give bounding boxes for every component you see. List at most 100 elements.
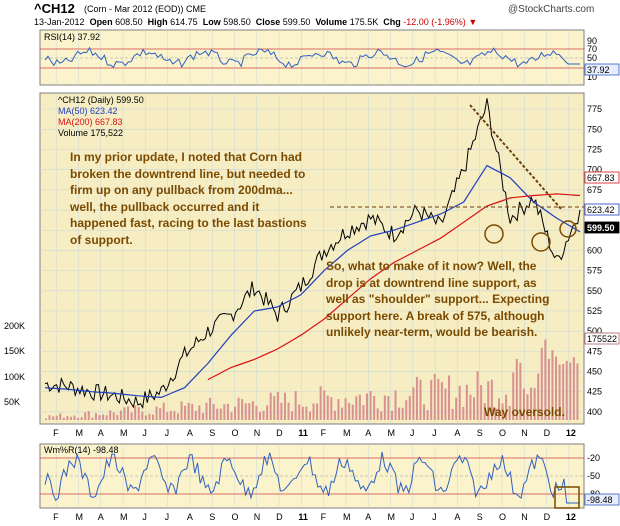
volume-bar: [405, 400, 408, 420]
x-tick-label: A: [187, 428, 193, 438]
x-tick-label-bottom: J: [165, 512, 170, 522]
x-tick-label: J: [432, 428, 437, 438]
close-value-box: [584, 221, 620, 234]
volume-bar: [415, 376, 418, 420]
x-tick-label: 12: [566, 428, 576, 438]
volume-bar: [437, 378, 440, 420]
x-tick-label: M: [75, 428, 83, 438]
x-tick-label-bottom: J: [142, 512, 147, 522]
volume-bar: [308, 411, 311, 420]
volume-bar: [119, 410, 122, 420]
legend-ma50: MA(50) 623.42: [58, 106, 118, 116]
wmr-value-text: -98.48: [587, 495, 613, 505]
volume-bar: [537, 373, 540, 420]
volume-bar: [137, 407, 140, 420]
volume-bar: [159, 408, 162, 420]
volume-bar: [305, 406, 308, 420]
rsi-tick-label: 10: [587, 72, 597, 82]
volume-bar: [77, 417, 80, 420]
volume-bar: [390, 410, 393, 420]
x-tick-label-bottom: J: [432, 512, 437, 522]
series-line-1: [44, 164, 581, 399]
x-tick-label-bottom: F: [321, 512, 327, 522]
brand-logo: @StockCharts.com: [508, 4, 595, 15]
x-tick-label-bottom: S: [477, 512, 483, 522]
rsi-tick-label: 70: [587, 44, 597, 54]
x-tick-label: J: [410, 428, 415, 438]
volume-bar: [219, 408, 222, 420]
volume-bar: [69, 416, 72, 420]
x-tick-label: M: [343, 428, 351, 438]
volume-bar: [512, 372, 515, 420]
volume-bar: [526, 394, 529, 420]
volume-bar: [173, 411, 176, 420]
x-tick-label-bottom: A: [365, 512, 371, 522]
volume-bar: [497, 398, 500, 420]
volume-bar: [316, 403, 319, 420]
ma200-value-box: [584, 171, 620, 184]
volume-value-box: [584, 332, 620, 345]
volume-bar: [547, 358, 550, 420]
volume-bar: [433, 373, 436, 420]
x-tick-label: S: [477, 428, 483, 438]
x-tick-label: N: [254, 428, 260, 438]
volume-bar: [430, 379, 433, 420]
price-tick-label: 475: [587, 346, 602, 356]
volume-bar: [312, 403, 315, 420]
volume-bar: [205, 402, 208, 420]
volume-bar: [465, 384, 468, 420]
price-tick-label: 550: [587, 286, 602, 296]
volume-bar: [148, 413, 151, 420]
volume-bar: [473, 397, 475, 420]
volume-bar: [209, 397, 212, 420]
volume-bar: [576, 363, 579, 420]
volume-bar: [533, 388, 536, 420]
price-tick-label: 725: [587, 144, 602, 154]
downtrend-line: [469, 104, 563, 211]
wmr-value-box: [584, 493, 620, 506]
volume-bar: [184, 405, 187, 420]
volume-bar: [483, 403, 486, 420]
x-tick-label-bottom: A: [98, 512, 104, 522]
x-tick-label: 11: [298, 428, 308, 438]
support-circle-2: [531, 232, 551, 252]
symbol-description: (Corn - Mar 2012 (EOD)) CME: [84, 4, 206, 14]
price-tick-label: 525: [587, 306, 602, 316]
volume-bar: [244, 403, 247, 420]
volume-bar: [419, 379, 422, 420]
x-tick-label: N: [521, 428, 528, 438]
price-tick-label: 500: [587, 326, 602, 336]
volume-bar: [458, 385, 461, 420]
open-label: Open: [89, 17, 113, 27]
volume-bar: [273, 396, 276, 420]
volume-bar: [298, 404, 301, 420]
volume-bar: [480, 385, 483, 420]
volume-bar: [565, 360, 568, 420]
open-value: 608.50: [115, 17, 143, 27]
volume-bar: [287, 402, 290, 420]
volume-bar: [337, 399, 340, 420]
volume-bar: [201, 412, 204, 420]
volume-bar: [94, 413, 97, 420]
volume-bar: [522, 388, 525, 420]
volume-bar: [394, 390, 397, 420]
volume-bar: [319, 386, 322, 420]
volume-bar: [515, 358, 518, 420]
volume-bar: [116, 414, 119, 420]
volume-bar: [259, 412, 261, 420]
volume-bar: [91, 417, 94, 420]
volume-bar: [134, 405, 137, 420]
volume-bar: [455, 397, 458, 420]
price-tick-label: 400: [587, 407, 602, 417]
support-circle-1: [484, 224, 504, 244]
volume-bar: [62, 417, 65, 420]
volume-bar: [84, 412, 87, 420]
volume-bar: [48, 415, 51, 420]
x-tick-label-bottom: M: [343, 512, 351, 522]
x-tick-label-bottom: M: [75, 512, 83, 522]
volume-bar: [262, 410, 265, 420]
x-tick-label: A: [98, 428, 104, 438]
x-tick-label-bottom: N: [521, 512, 528, 522]
volume-bar: [73, 415, 76, 420]
volume-tick-label: 100K: [4, 372, 25, 382]
